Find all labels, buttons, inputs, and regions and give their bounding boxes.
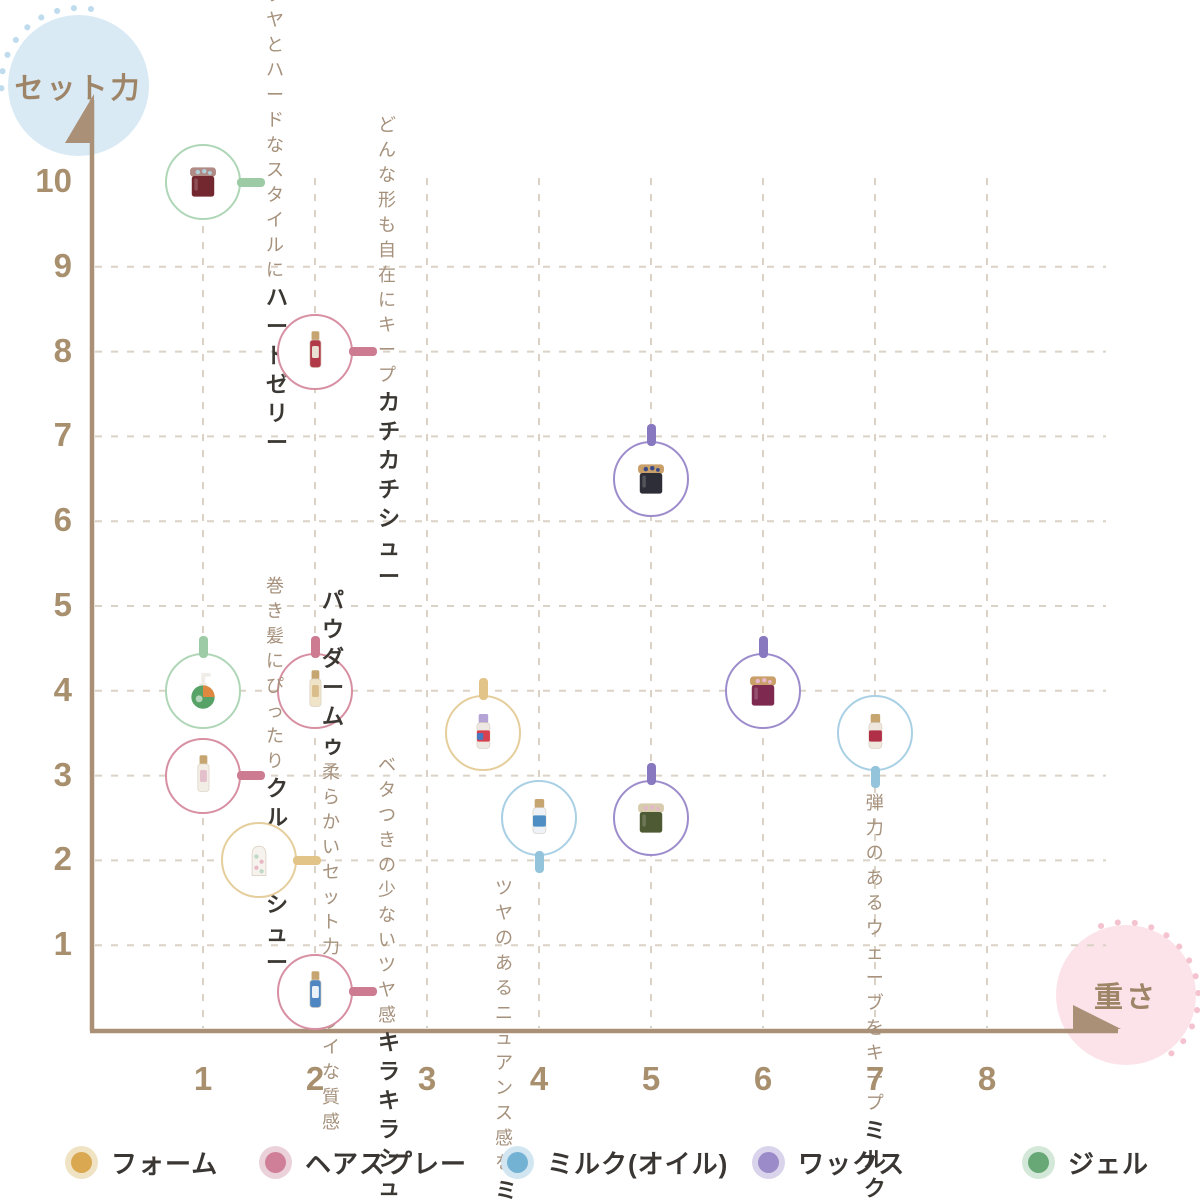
product-description: ベタつきの少ないツヤ感 (378, 754, 397, 1025)
y-tick-label: 2 (53, 840, 72, 878)
legend-swatch-icon (65, 1146, 98, 1179)
product-connector (237, 177, 265, 187)
legend-swatch-icon (259, 1146, 292, 1179)
product-icon (197, 754, 210, 792)
legend-item-wax: ワックス (752, 1144, 905, 1181)
product-circle (277, 953, 353, 1030)
product-description: ツヤのある ニュアンス感を (495, 878, 514, 1173)
legend-label: ヘアスプレー (305, 1149, 468, 1179)
product-name: カチカチシュー (378, 389, 401, 589)
product-label: 輝きのツヤとハードなスタイルにハードゼリー (266, 0, 289, 455)
y-tick-label: 1 (53, 925, 72, 963)
product-circle (165, 144, 241, 220)
product-description: 輝きのツヤとハードなスタイルに (266, 0, 285, 280)
product-icon (251, 846, 267, 877)
product-description: 柔らかいセット力と ドライな質感 (322, 761, 341, 1132)
product-connector (870, 766, 880, 789)
y-tick-label: 3 (53, 755, 72, 793)
x-axis-label-bubble: 重さ (1056, 925, 1196, 1065)
legend-item-spray: ヘアスプレー (259, 1144, 467, 1181)
product-circle (725, 652, 801, 729)
legend-swatch-color (265, 1152, 286, 1173)
product-circle (165, 737, 241, 814)
y-tick-label: 10 (35, 162, 72, 199)
product-connector (349, 347, 377, 357)
product-connector (534, 851, 544, 873)
x-tick-label: 2 (305, 1060, 325, 1097)
product-label: 巻き髪にぴったりクルクルシュー (266, 576, 289, 975)
legend-swatch-icon (752, 1146, 785, 1179)
legend-swatch-icon (501, 1146, 534, 1179)
product-label: パウダームゥ柔らかいセット力と ドライな質感 (322, 588, 345, 1132)
legend-label: ミルク(オイル) (547, 1149, 729, 1179)
product-icon (638, 803, 664, 833)
product-icon (309, 330, 322, 368)
x-tick-label: 7 (865, 1060, 885, 1097)
product-name: パウダームゥ (322, 587, 345, 758)
y-axis-label: セット力 (14, 72, 143, 105)
legend-label: ジェル (1068, 1149, 1150, 1179)
product-icon (532, 799, 547, 834)
y-axis-label-bubble: セット力 (8, 15, 149, 156)
product-connector (646, 763, 656, 785)
legend-swatch-icon (1022, 1146, 1055, 1179)
x-tick-label: 5 (641, 1060, 661, 1097)
x-axis-label: 重さ (1093, 982, 1158, 1014)
product-icon (750, 676, 776, 706)
x-tick-label: 1 (193, 1060, 213, 1097)
y-tick-label: 6 (53, 501, 72, 539)
product-icon (638, 464, 664, 494)
product-icon (191, 672, 215, 709)
x-tick-label: 6 (753, 1060, 773, 1097)
product-circle (445, 695, 521, 772)
product-label: どんな形も 自在にキープカチカチシュー (378, 115, 401, 589)
product-icon (476, 714, 491, 750)
legend-label: ワックス (798, 1149, 906, 1179)
product-connector (349, 987, 377, 997)
product-connector (237, 771, 265, 781)
legend-swatch-color (507, 1152, 528, 1173)
x-tick-label: 8 (977, 1060, 997, 1097)
product-circle (501, 780, 577, 856)
product-circle (837, 695, 913, 772)
x-tick-label: 3 (417, 1060, 437, 1097)
legend-swatch-color (1028, 1152, 1049, 1173)
product-connector (758, 635, 768, 658)
product-connector (310, 635, 320, 658)
product-name: ミルク(G) (863, 1118, 887, 1200)
y-tick-label: 5 (53, 586, 72, 623)
x-tick-label: 4 (529, 1060, 549, 1097)
product-icon (868, 714, 883, 750)
y-tick-label: 4 (53, 670, 72, 708)
legend-item-foam: フォーム (65, 1144, 218, 1181)
product-label: ベタつきの少ないツヤ感キラキラシュー (378, 755, 401, 1200)
product-circle (221, 822, 297, 899)
product-circle (613, 780, 689, 856)
product-description: 弾力のあるウェーブをキープ (865, 793, 885, 1114)
legend-item-gel: ジェル (1022, 1144, 1149, 1181)
product-icon (190, 167, 216, 197)
product-connector (198, 635, 208, 658)
legend-swatch-color (758, 1152, 779, 1173)
product-name: ミルク(N) (495, 1178, 518, 1200)
product-description: どんな形も 自在にキープ (378, 114, 397, 385)
legend-label: フォーム (111, 1149, 219, 1179)
y-tick-label: 9 (53, 246, 72, 284)
y-tick-label: 8 (53, 331, 72, 369)
product-description: 巻き髪にぴったり (266, 576, 285, 772)
product-connector (293, 855, 321, 865)
product-name: キラキラシュー (378, 1029, 401, 1200)
product-connector (478, 678, 488, 701)
product-circle (613, 440, 689, 517)
product-icon (309, 971, 322, 1008)
product-label: ツヤのある ニュアンス感をミルク(N) (495, 876, 527, 1200)
product-circle (277, 313, 353, 390)
legend-item-milk: ミルク(オイル) (501, 1144, 728, 1181)
product-connector (646, 423, 656, 446)
legend-swatch-color (71, 1152, 92, 1173)
y-tick-label: 7 (53, 416, 72, 454)
product-circle (165, 652, 241, 729)
